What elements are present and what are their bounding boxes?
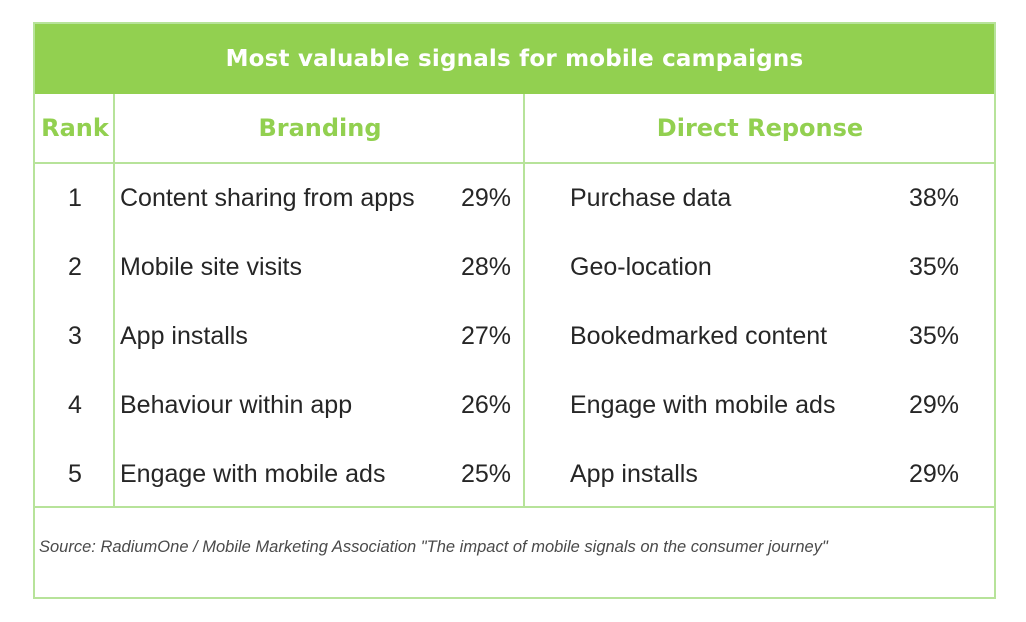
branding-signal-value: 29% [460,184,511,212]
branding-signal-value: 26% [460,391,511,419]
direct-response-signal-value: 38% [908,184,959,212]
rank-cell: 1 [68,184,82,212]
rank-cell: 4 [68,391,82,419]
rank-cell: 5 [68,460,82,488]
rank-cell: 2 [68,253,82,281]
table-body: 1 Content sharing from apps 29% Purchase da… [35,164,994,508]
branding-signal-value: 25% [460,460,511,488]
table-row: 5 Engage with mobile ads 25% App installs 29… [35,440,994,509]
group-column-divider [523,94,525,508]
branding-signal-label: Content sharing from apps [120,184,415,212]
table-row: 1 Content sharing from apps 29% Purchase da… [35,164,994,233]
direct-response-signal-value: 35% [908,253,959,281]
direct-response-signal-label: App installs [570,460,698,488]
table-row: 2 Mobile site visits 28% Geo-location 35% [35,233,994,302]
branding-signal-label: App installs [120,322,248,350]
table-row: 3 App installs 27% Bookedmarked content 35% [35,302,994,371]
table-title: Most valuable signals for mobile campaig… [225,46,804,72]
source-note: Source: RadiumOne / Mobile Marketing Ass… [39,538,828,556]
header-branding: Branding [258,114,382,142]
branding-signal-label: Mobile site visits [120,253,302,281]
direct-response-signal-value: 29% [908,391,959,419]
branding-signal-value: 28% [460,253,511,281]
branding-signal-value: 27% [460,322,511,350]
direct-response-signal-value: 35% [908,322,959,350]
branding-signal-label: Engage with mobile ads [120,460,386,488]
title-bar: Most valuable signals for mobile campaig… [35,24,994,94]
header-divider [35,162,994,164]
branding-signal-label: Behaviour within app [120,391,353,419]
header-rank: Rank [41,114,109,142]
rank-cell: 3 [68,322,82,350]
direct-response-signal-label: Bookedmarked content [570,322,828,350]
direct-response-signal-label: Engage with mobile ads [570,391,836,419]
direct-response-signal-value: 29% [908,460,959,488]
direct-response-signal-label: Geo-location [570,253,712,281]
rank-column-divider [113,94,115,508]
header-direct-response: Direct Reponse [656,114,864,142]
signals-table: Most valuable signals for mobile campaig… [33,22,996,599]
table-row: 4 Behaviour within app 26% Engage with mobi… [35,371,994,440]
body-divider [35,506,994,508]
direct-response-signal-label: Purchase data [570,184,732,212]
